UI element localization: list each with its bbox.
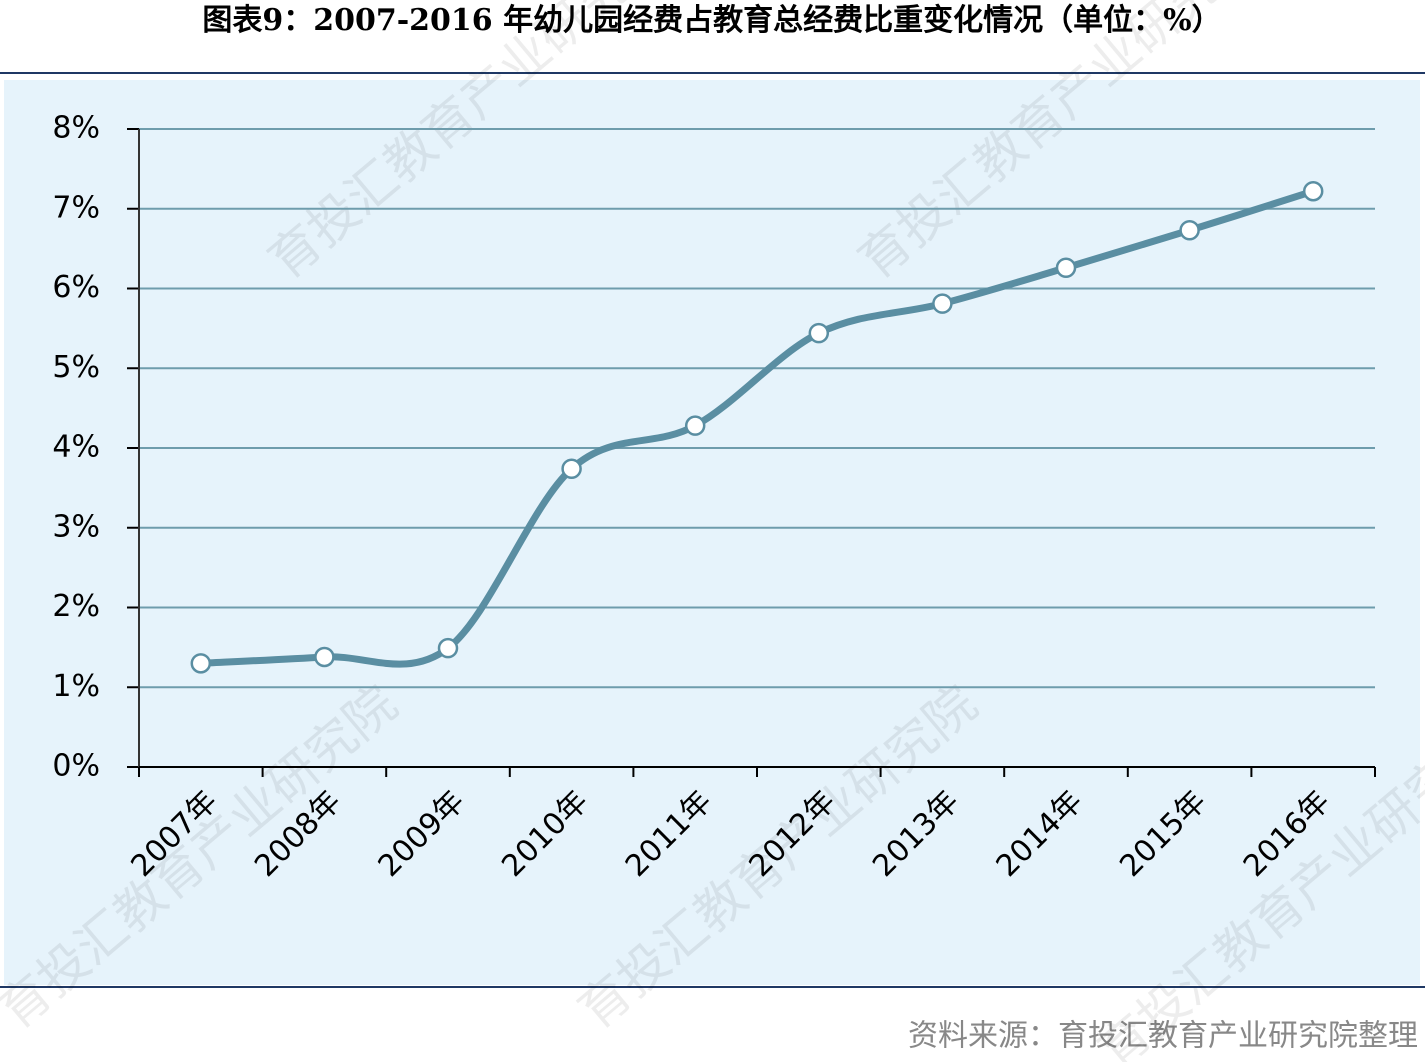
- data-point: [314, 646, 335, 668]
- y-tick-label: 5%: [52, 350, 100, 385]
- y-tick-label: 7%: [52, 190, 100, 225]
- data-point: [1302, 180, 1324, 202]
- y-tick-label: 1%: [52, 669, 100, 704]
- data-point: [437, 637, 459, 659]
- y-tick-label: 8%: [52, 111, 100, 146]
- data-point: [1179, 220, 1200, 241]
- y-tick-label: 2%: [52, 589, 100, 624]
- y-tick-label: 6%: [52, 270, 100, 305]
- chart-title: 图表9：2007-2016 年幼儿园经费占教育总经费比重变化情况（单位：%）: [202, 3, 1221, 38]
- y-tick-label: 4%: [52, 430, 100, 465]
- data-point: [190, 653, 212, 674]
- data-point: [684, 415, 706, 436]
- y-tick-label: 3%: [52, 509, 100, 544]
- data-point: [932, 293, 953, 314]
- data-point: [561, 458, 582, 479]
- data-point: [808, 322, 830, 344]
- source-note: 资料来源：育投汇教育产业研究院整理: [908, 1019, 1418, 1054]
- y-tick-label: 0%: [52, 749, 100, 784]
- data-point: [1055, 257, 1077, 279]
- series-line: [197, 187, 1317, 668]
